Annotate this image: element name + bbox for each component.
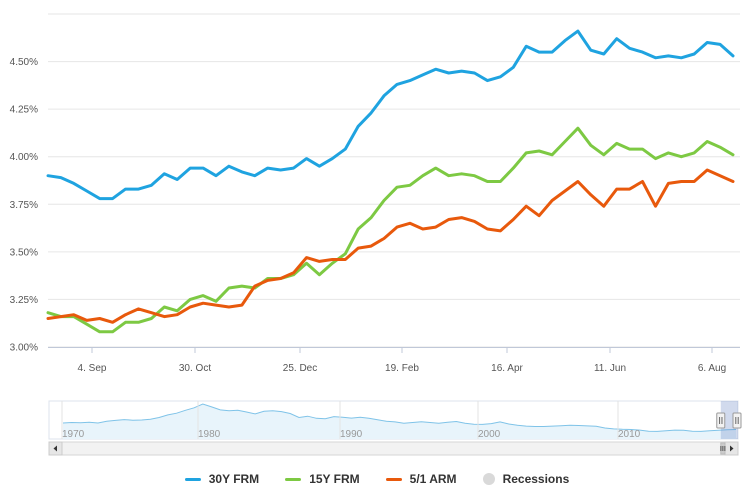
- navigator-selection[interactable]: [720, 401, 738, 439]
- legend-swatch-15y-frm-icon: [285, 477, 302, 481]
- legend-swatch-51-arm-icon: [385, 477, 402, 481]
- y-axis: 3.00% 3.25% 3.50% 3.75% 4.00% 4.25% 4.50%: [10, 57, 38, 353]
- arrow-left-icon: [53, 445, 57, 452]
- y-tick-label: 3.25%: [10, 295, 38, 306]
- navigator-tick-label: 1980: [198, 429, 221, 440]
- x-tick-label: 16. Apr: [491, 363, 523, 374]
- navigator-tick-label: 1990: [340, 429, 363, 440]
- x-tick-label: 6. Aug: [698, 363, 726, 374]
- legend-label-30y-frm: 30Y FRM: [208, 472, 260, 486]
- navigator-tick-label: 2010: [618, 429, 641, 440]
- y-tick-label: 3.00%: [10, 343, 38, 354]
- navigator-handle-body[interactable]: [732, 412, 742, 429]
- legend-label-51-arm: 5/1 ARM: [409, 472, 457, 486]
- x-tick-label: 11. Jun: [594, 363, 626, 374]
- x-tick-label: 19. Feb: [385, 363, 419, 374]
- navigator-line: [62, 403, 737, 432]
- legend-label-recessions: Recessions: [502, 472, 570, 486]
- y-tick-label: 3.50%: [10, 247, 38, 258]
- y-tick-label: 3.75%: [10, 200, 38, 211]
- y-tick-label: 4.50%: [10, 57, 38, 68]
- navigator-area: [63, 404, 736, 439]
- legend-item-30y-frm[interactable]: 30Y FRM: [184, 472, 260, 486]
- x-tick-label: 25. Dec: [283, 363, 317, 374]
- legend-label-15y-frm: 15Y FRM: [309, 472, 360, 486]
- navigator-tick-label: 2000: [478, 429, 501, 440]
- series-line-5-1-arm: [46, 168, 735, 324]
- arrow-right-icon: [730, 445, 734, 452]
- navigator-handle-body[interactable]: [716, 412, 726, 429]
- legend-item-recessions[interactable]: Recessions: [482, 472, 570, 486]
- legend-dot-recessions-icon: [482, 473, 495, 485]
- legend: 30Y FRM 15Y FRM 5/1 ARM Recessions: [0, 468, 754, 490]
- x-axis: 4. Sep 30. Oct 25. Dec 19. Feb 16. Apr 11. Ju…: [48, 347, 740, 374]
- series-lines: [46, 29, 735, 334]
- navigator-tick-label: 1970: [62, 429, 85, 440]
- x-tick-label: 30. Oct: [179, 363, 211, 374]
- plot-gridlines: [48, 13, 740, 348]
- series-line-15y-frm: [46, 126, 735, 334]
- legend-item-51-arm[interactable]: 5/1 ARM: [385, 472, 457, 486]
- scrollbar-track[interactable]: [48, 441, 739, 456]
- y-tick-label: 4.25%: [10, 105, 38, 116]
- y-tick-label: 4.00%: [10, 152, 38, 163]
- navigator[interactable]: 1970 1980 1990 2000 2010: [48, 400, 742, 456]
- x-tick-label: 4. Sep: [78, 363, 107, 374]
- navigator-handle-right[interactable]: [732, 412, 742, 429]
- series-line-30y-frm: [46, 29, 735, 201]
- legend-item-15y-frm[interactable]: 15Y FRM: [285, 472, 360, 486]
- navigator-handle-left[interactable]: [716, 412, 726, 429]
- legend-swatch-30y-frm-icon: [184, 477, 201, 481]
